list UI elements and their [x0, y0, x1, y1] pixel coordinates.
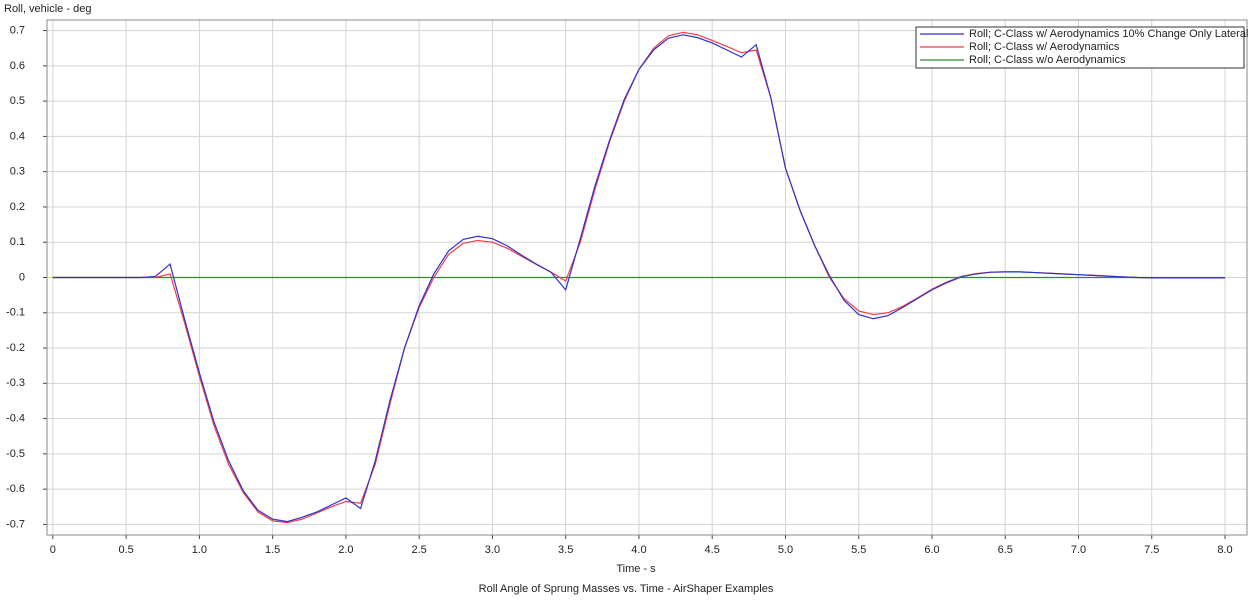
y-axis-title: Roll, vehicle - deg — [4, 3, 91, 15]
x-tick-label: 6.0 — [924, 544, 939, 556]
y-tick-label: 0.6 — [10, 60, 25, 72]
x-tick-label: 7.0 — [1071, 544, 1086, 556]
x-tick-label: 8.0 — [1217, 544, 1232, 556]
x-tick-label: 1.0 — [192, 544, 207, 556]
y-tick-label: -0.4 — [6, 413, 25, 425]
legend-box — [915, 26, 1245, 69]
legend-label: Roll; C-Class w/ Aerodynamics 10% Change… — [969, 28, 1248, 40]
legend-label: Roll; C-Class w/o Aerodynamics — [969, 54, 1126, 66]
series-line — [52, 34, 1226, 523]
x-tick-label: 0 — [50, 544, 56, 556]
y-tick-label: 0.1 — [10, 236, 25, 248]
y-tick-label: 0.7 — [10, 24, 25, 36]
x-tick-label: 7.5 — [1144, 544, 1159, 556]
y-tick-label: 0.3 — [10, 166, 25, 178]
x-tick-label: 4.0 — [631, 544, 646, 556]
x-tick-label: 5.5 — [851, 544, 866, 556]
x-tick-label: 1.5 — [265, 544, 280, 556]
x-tick-label: 2.5 — [412, 544, 427, 556]
legend-label: Roll; C-Class w/ Aerodynamics — [969, 41, 1120, 53]
y-tick-label: -0.7 — [6, 518, 25, 530]
x-tick-label: 3.5 — [558, 544, 573, 556]
y-tick-label: -0.3 — [6, 377, 25, 389]
y-tick-label: -0.5 — [6, 448, 25, 460]
x-tick-label: 6.5 — [998, 544, 1013, 556]
plot-frame — [46, 19, 1248, 536]
y-tick-label: 0 — [19, 271, 25, 283]
x-tick-label: 0.5 — [118, 544, 133, 556]
y-tick-label: 0.4 — [10, 130, 25, 142]
y-tick-label: -0.1 — [6, 307, 25, 319]
y-tick-label: -0.2 — [6, 342, 25, 354]
chart-title: Roll Angle of Sprung Masses vs. Time - A… — [479, 583, 774, 595]
y-tick-label: -0.6 — [6, 483, 25, 495]
y-tick-label: 0.5 — [10, 95, 25, 107]
x-tick-label: 4.5 — [705, 544, 720, 556]
x-tick-label: 3.0 — [485, 544, 500, 556]
y-tick-label: 0.2 — [10, 201, 25, 213]
x-axis-title: Time - s — [616, 563, 656, 575]
x-tick-label: 2.0 — [338, 544, 353, 556]
x-tick-label: 5.0 — [778, 544, 793, 556]
